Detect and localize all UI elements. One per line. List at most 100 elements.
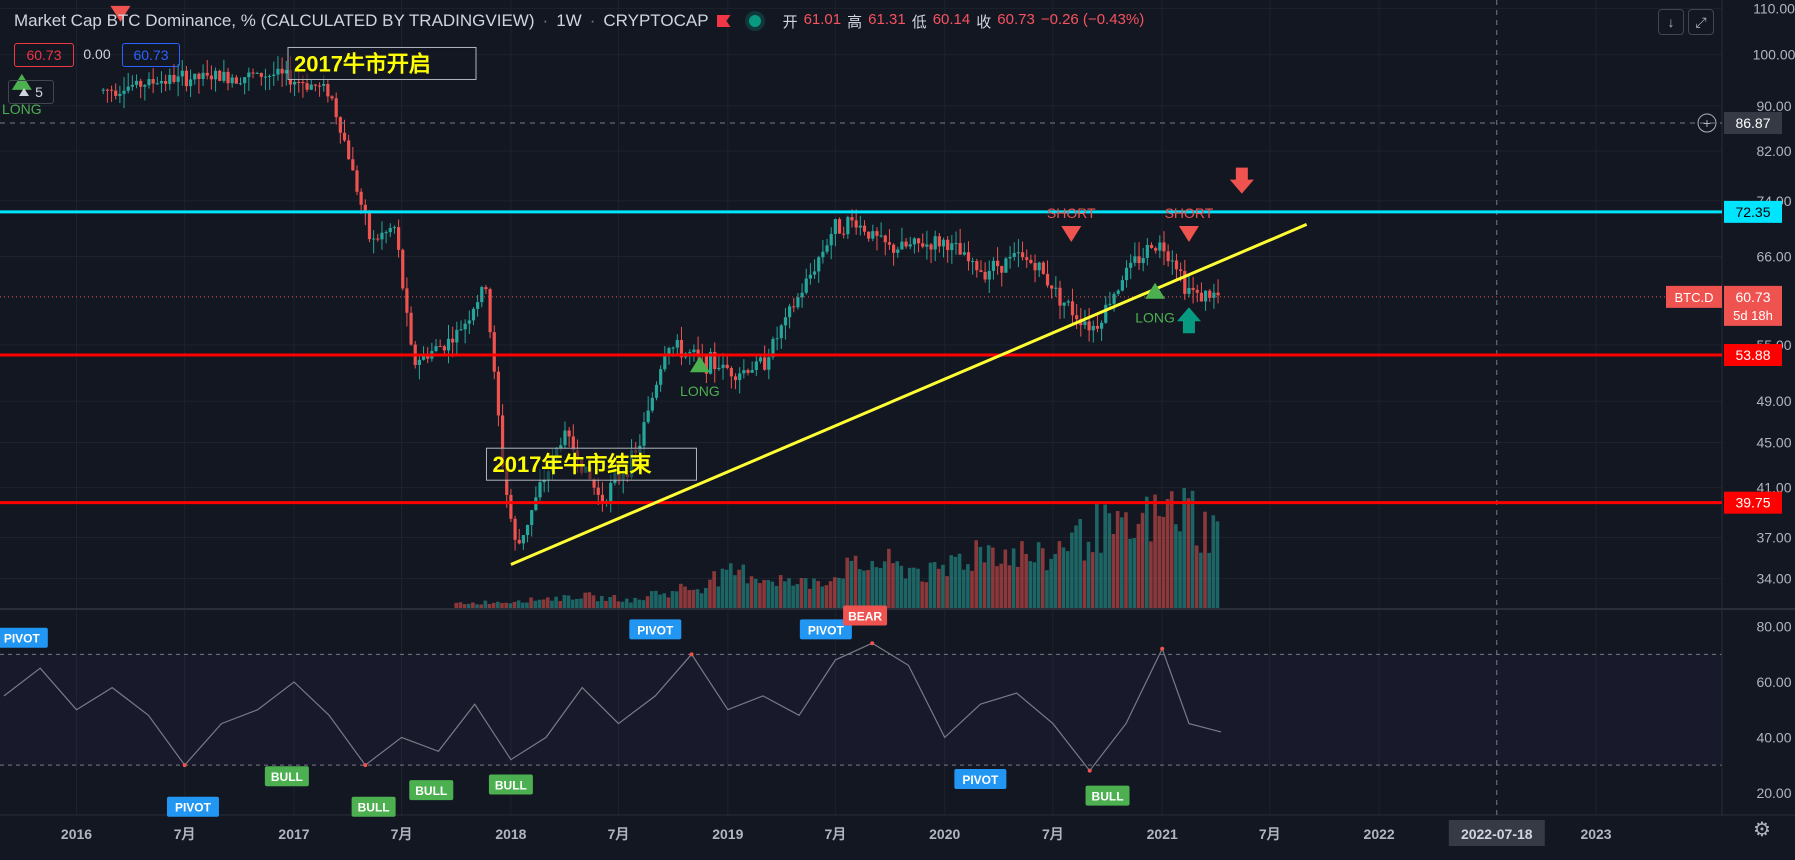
- volume-bar: [970, 570, 974, 608]
- level-price-label-bg: [1724, 200, 1782, 223]
- indicator-counter[interactable]: 5: [8, 80, 54, 104]
- candle-body: [168, 74, 172, 84]
- volume-bar: [787, 578, 791, 608]
- candle-body: [496, 371, 501, 416]
- volume-bar: [1078, 518, 1083, 608]
- osc-y-tick-label: 60.00: [1756, 674, 1791, 690]
- volume-bar: [716, 586, 721, 608]
- price-badge-2[interactable]: 60.73: [122, 43, 180, 67]
- candle-body: [788, 306, 792, 318]
- volume-bar: [766, 580, 771, 608]
- candle-body: [559, 445, 563, 449]
- volume-bar: [728, 563, 733, 608]
- interval-label[interactable]: 1W: [556, 11, 582, 30]
- volume-bar: [1194, 545, 1199, 608]
- candle-body: [821, 251, 825, 258]
- level-price-label-bg: [1724, 343, 1782, 366]
- candle-body: [800, 292, 804, 298]
- candle-body: [1091, 325, 1095, 331]
- candle-body: [912, 238, 917, 245]
- volume-bar: [1024, 553, 1028, 608]
- candle-body: [721, 364, 725, 368]
- candle-body: [1000, 266, 1004, 273]
- volume-bar: [841, 578, 845, 608]
- candle-body: [916, 238, 921, 244]
- candle-body: [471, 308, 476, 321]
- candle-body: [767, 357, 771, 370]
- volume-bar: [949, 555, 954, 608]
- volume-bar: [770, 581, 775, 608]
- volume-bar: [733, 575, 737, 608]
- osc-signal-badge: [351, 796, 396, 817]
- candle-body: [713, 351, 717, 370]
- volume-bar: [1182, 488, 1186, 608]
- candle-body: [176, 76, 180, 82]
- x-tick-label: 2023: [1580, 826, 1611, 842]
- candle-body: [342, 132, 347, 141]
- volume-bar: [749, 576, 754, 608]
- osc-signal-badge: [0, 627, 48, 648]
- price-badge[interactable]: 60.73: [14, 43, 74, 67]
- candle-body: [1045, 273, 1050, 286]
- osc-y-tick-label: 80.00: [1756, 619, 1791, 635]
- volume-bar: [903, 578, 908, 608]
- volume-bar: [762, 579, 766, 608]
- volume-bar: [554, 596, 558, 608]
- x-tick-label: 2017: [278, 826, 309, 842]
- candle-body: [301, 82, 305, 84]
- x-tick-label: 2022: [1364, 826, 1395, 842]
- volume-bar: [600, 596, 604, 608]
- candle-body: [946, 239, 950, 251]
- candle-body: [1008, 256, 1012, 259]
- gear-icon[interactable]: ⚙: [1753, 819, 1771, 841]
- candle-body: [987, 270, 991, 280]
- volume-bar: [541, 599, 546, 608]
- osc-signal-badge: [166, 796, 219, 817]
- oscillator-extreme-point: [182, 763, 187, 768]
- signal-short-label: SHORT: [1165, 205, 1214, 221]
- candle-body: [180, 70, 184, 77]
- osc-signal-badge: [629, 619, 682, 640]
- candle-body: [317, 85, 322, 87]
- candle-body: [1199, 292, 1204, 302]
- candle-body: [1070, 301, 1075, 316]
- volume-bar: [608, 597, 612, 608]
- y-tick-label: 66.00: [1756, 248, 1791, 264]
- volume-bar: [920, 581, 924, 608]
- arrow-down-icon[interactable]: ↓: [1658, 9, 1684, 35]
- candle-body: [467, 320, 471, 324]
- volume-bar: [1144, 496, 1149, 608]
- volume-bar: [479, 604, 483, 608]
- candle-body: [484, 287, 488, 290]
- candle-body: [276, 68, 280, 75]
- candle-body: [1154, 248, 1158, 251]
- candle-body: [505, 466, 509, 495]
- volume-bar: [1165, 498, 1170, 608]
- add-alert-icon: [1697, 113, 1717, 133]
- fullscreen-icon[interactable]: ⤢: [1688, 9, 1714, 35]
- symbol-title[interactable]: Market Cap BTC Dominance, % (CALCULATED …: [14, 11, 535, 30]
- candle-body: [842, 233, 846, 235]
- candle-body: [671, 347, 675, 349]
- volume-bar: [645, 596, 650, 608]
- candle-body: [958, 243, 962, 255]
- level-price-label-bg: [1724, 491, 1782, 514]
- candle-body: [563, 430, 567, 446]
- candle-body: [812, 271, 817, 275]
- osc-signal-label: BULL: [271, 770, 303, 784]
- annotation-text: 2017年牛市结束: [492, 452, 652, 477]
- volume-bar: [783, 581, 787, 608]
- symbol-label: BTC.D: [1675, 290, 1714, 305]
- candle-body: [438, 346, 442, 348]
- volume-bar: [691, 589, 696, 608]
- chart-header: Market Cap BTC Dominance, % (CALCULATED …: [14, 10, 1144, 32]
- candle-body: [1016, 252, 1020, 254]
- candle-body: [966, 252, 971, 262]
- volume-bar: [654, 590, 658, 608]
- flag-icon[interactable]: [716, 15, 731, 27]
- candle-body: [717, 367, 721, 370]
- candle-body: [188, 79, 193, 87]
- volume-bar: [637, 599, 642, 608]
